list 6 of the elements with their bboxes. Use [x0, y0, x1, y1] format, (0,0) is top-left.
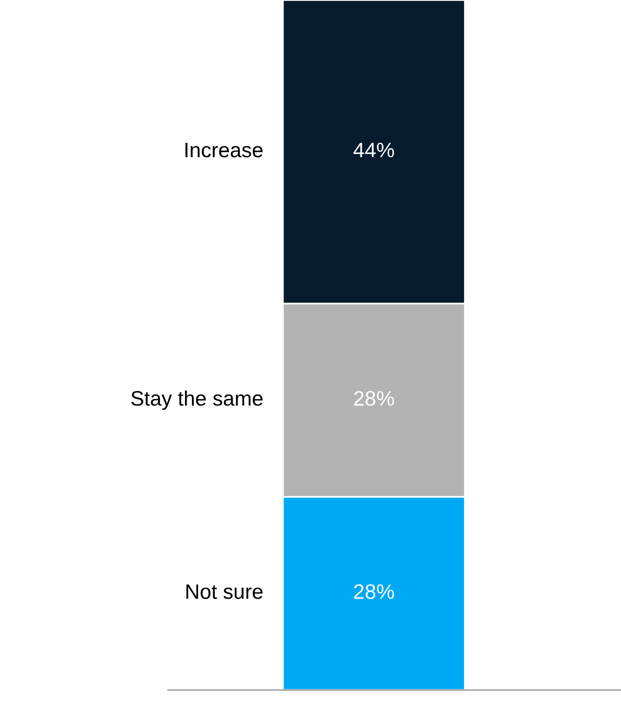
- series-label: Not sure: [186, 584, 263, 599]
- series-label: Stay the same: [131, 390, 263, 410]
- data-label: 28%: [354, 391, 394, 406]
- data-label: 44%: [354, 142, 394, 158]
- data-label: 28%: [354, 584, 394, 599]
- series-label: Increase: [185, 142, 263, 158]
